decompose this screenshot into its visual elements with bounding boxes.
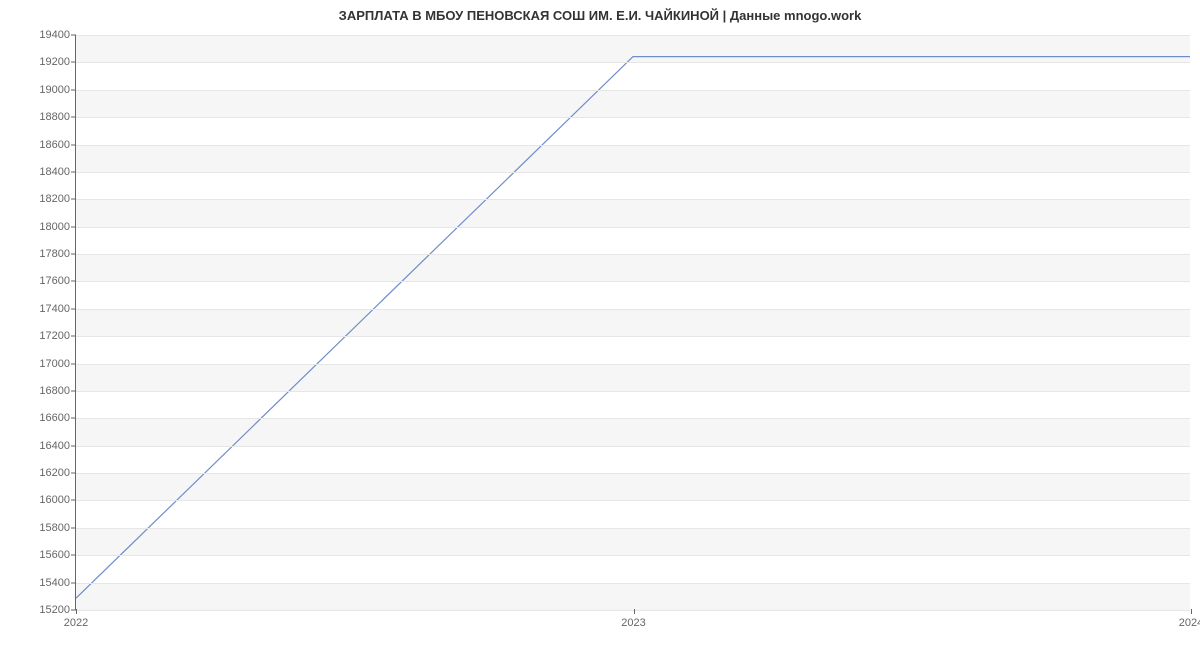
y-tick-mark	[71, 281, 76, 282]
y-gridline	[76, 254, 1190, 255]
y-tick-mark	[71, 199, 76, 200]
y-tick-label: 18800	[39, 111, 70, 123]
x-tick-mark	[1191, 609, 1192, 614]
y-tick-mark	[71, 171, 76, 172]
x-tick-label: 2022	[64, 617, 88, 629]
y-tick-label: 15600	[39, 549, 70, 561]
y-tick-label: 16800	[39, 385, 70, 397]
y-gridline	[76, 90, 1190, 91]
y-tick-mark	[71, 35, 76, 36]
y-tick-mark	[71, 555, 76, 556]
y-tick-mark	[71, 445, 76, 446]
y-tick-label: 17800	[39, 248, 70, 260]
y-tick-label: 19400	[39, 29, 70, 41]
y-tick-mark	[71, 89, 76, 90]
y-gridline	[76, 364, 1190, 365]
y-tick-mark	[71, 363, 76, 364]
y-gridline	[76, 117, 1190, 118]
y-tick-mark	[71, 308, 76, 309]
y-tick-label: 15400	[39, 577, 70, 589]
y-gridline	[76, 227, 1190, 228]
y-gridline	[76, 172, 1190, 173]
y-gridline	[76, 528, 1190, 529]
y-tick-label: 16600	[39, 412, 70, 424]
y-tick-label: 17000	[39, 358, 70, 370]
y-gridline	[76, 583, 1190, 584]
line-series-layer	[76, 35, 1190, 609]
x-tick-mark	[634, 609, 635, 614]
y-tick-mark	[71, 473, 76, 474]
y-tick-mark	[71, 254, 76, 255]
y-tick-label: 15200	[39, 604, 70, 616]
chart-title: ЗАРПЛАТА В МБОУ ПЕНОВСКАЯ СОШ ИМ. Е.И. Ч…	[0, 8, 1200, 23]
y-gridline	[76, 309, 1190, 310]
y-gridline	[76, 336, 1190, 337]
y-gridline	[76, 35, 1190, 36]
y-gridline	[76, 500, 1190, 501]
y-gridline	[76, 473, 1190, 474]
series-line-salary	[76, 57, 1190, 599]
y-tick-label: 19000	[39, 84, 70, 96]
y-tick-label: 15800	[39, 522, 70, 534]
plot-area: 1520015400156001580016000162001640016600…	[75, 35, 1190, 610]
y-gridline	[76, 391, 1190, 392]
y-tick-mark	[71, 117, 76, 118]
y-tick-mark	[71, 582, 76, 583]
y-tick-label: 16200	[39, 467, 70, 479]
x-tick-label: 2024	[1179, 617, 1200, 629]
y-tick-mark	[71, 418, 76, 419]
x-tick-label: 2023	[621, 617, 645, 629]
y-tick-mark	[71, 500, 76, 501]
y-gridline	[76, 555, 1190, 556]
y-tick-mark	[71, 226, 76, 227]
y-tick-label: 17200	[39, 330, 70, 342]
y-gridline	[76, 62, 1190, 63]
salary-line-chart: ЗАРПЛАТА В МБОУ ПЕНОВСКАЯ СОШ ИМ. Е.И. Ч…	[0, 0, 1200, 650]
y-gridline	[76, 145, 1190, 146]
y-tick-label: 19200	[39, 56, 70, 68]
y-tick-label: 18200	[39, 193, 70, 205]
y-tick-label: 16400	[39, 440, 70, 452]
y-tick-label: 17600	[39, 275, 70, 287]
y-gridline	[76, 446, 1190, 447]
y-gridline	[76, 199, 1190, 200]
y-gridline	[76, 418, 1190, 419]
y-tick-mark	[71, 144, 76, 145]
y-tick-label: 18400	[39, 166, 70, 178]
y-tick-label: 18000	[39, 221, 70, 233]
y-tick-label: 16000	[39, 494, 70, 506]
y-tick-label: 17400	[39, 303, 70, 315]
x-tick-mark	[76, 609, 77, 614]
y-gridline	[76, 281, 1190, 282]
y-tick-mark	[71, 527, 76, 528]
y-tick-mark	[71, 336, 76, 337]
y-tick-label: 18600	[39, 139, 70, 151]
y-tick-mark	[71, 390, 76, 391]
y-tick-mark	[71, 62, 76, 63]
